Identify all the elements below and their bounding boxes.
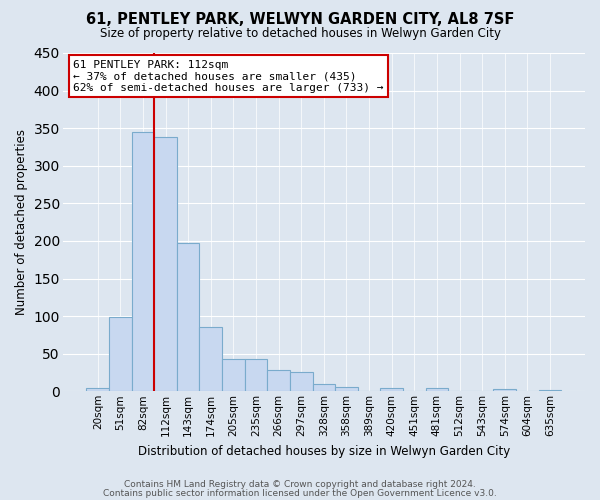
Bar <box>154 137 177 392</box>
Bar <box>380 388 403 392</box>
Bar <box>177 243 199 392</box>
Bar <box>425 388 448 392</box>
Bar <box>493 389 516 392</box>
Text: Contains public sector information licensed under the Open Government Licence v3: Contains public sector information licen… <box>103 489 497 498</box>
Bar <box>313 384 335 392</box>
Bar <box>290 372 313 392</box>
Text: Contains HM Land Registry data © Crown copyright and database right 2024.: Contains HM Land Registry data © Crown c… <box>124 480 476 489</box>
Bar <box>131 132 154 392</box>
Text: 61, PENTLEY PARK, WELWYN GARDEN CITY, AL8 7SF: 61, PENTLEY PARK, WELWYN GARDEN CITY, AL… <box>86 12 514 28</box>
Text: Size of property relative to detached houses in Welwyn Garden City: Size of property relative to detached ho… <box>100 28 500 40</box>
Bar <box>199 328 222 392</box>
Bar <box>86 388 109 392</box>
Text: 61 PENTLEY PARK: 112sqm
← 37% of detached houses are smaller (435)
62% of semi-d: 61 PENTLEY PARK: 112sqm ← 37% of detache… <box>73 60 383 93</box>
Bar <box>245 359 268 392</box>
Bar <box>109 317 131 392</box>
Bar <box>222 359 245 392</box>
Bar <box>268 370 290 392</box>
X-axis label: Distribution of detached houses by size in Welwyn Garden City: Distribution of detached houses by size … <box>138 444 510 458</box>
Bar <box>539 390 561 392</box>
Y-axis label: Number of detached properties: Number of detached properties <box>15 129 28 315</box>
Bar <box>335 387 358 392</box>
